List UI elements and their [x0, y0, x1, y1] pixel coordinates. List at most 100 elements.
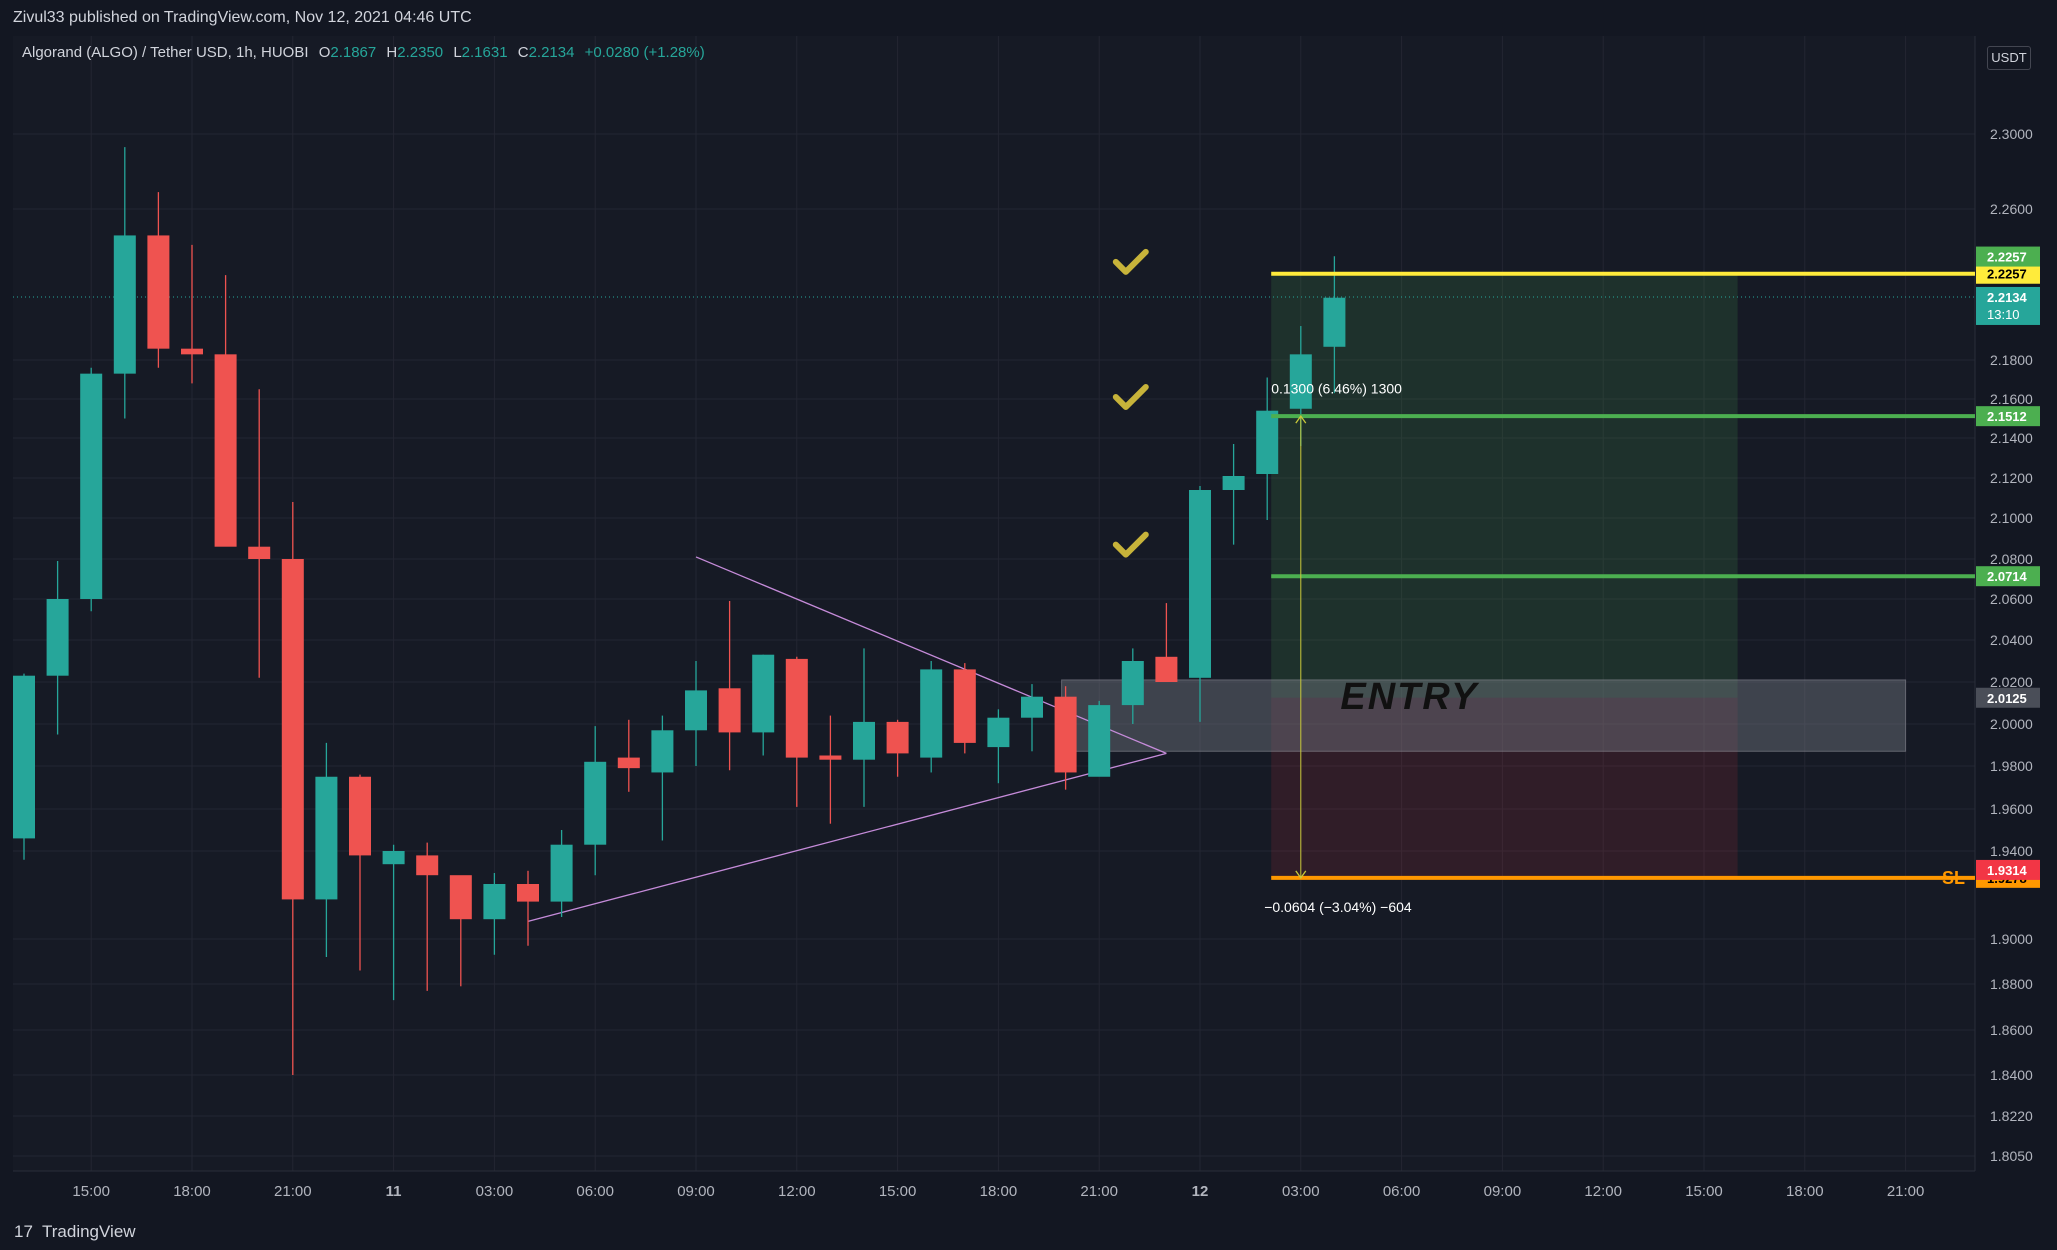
time-tick-label: 18:00	[980, 1183, 1018, 1200]
symbol-name: Algorand (ALGO) / Tether USD, 1h, HUOBI	[22, 44, 309, 61]
loss-zone	[1271, 697, 1738, 878]
level-price-text: 2.0714	[1987, 569, 2028, 584]
candle-body[interactable]	[1155, 656, 1178, 682]
brand-name: TradingView	[42, 1222, 136, 1241]
close-value: 2.2134	[528, 44, 575, 61]
level-price-text: 2.2257	[1987, 267, 2027, 282]
candle-body[interactable]	[1054, 696, 1077, 773]
candle-body[interactable]	[1222, 476, 1245, 490]
candle-body[interactable]	[1323, 297, 1346, 347]
candle-body[interactable]	[685, 690, 707, 731]
time-tick-label: 09:00	[677, 1183, 715, 1200]
axis-price-text: 2.2257	[1987, 250, 2027, 265]
time-tick-label: 15:00	[879, 1183, 917, 1200]
change-value: +0.0280 (+1.28%)	[584, 44, 705, 61]
open-label: O	[318, 44, 331, 61]
price-tick-label: 2.1600	[1990, 391, 2033, 407]
candle-body[interactable]	[617, 757, 640, 769]
candle-body[interactable]	[785, 658, 808, 758]
candle-body[interactable]	[651, 730, 674, 773]
time-tick-label: 12	[1192, 1183, 1209, 1200]
entry-zone[interactable]	[1061, 679, 1907, 752]
high-label: H	[386, 44, 398, 61]
candle-body[interactable]	[449, 875, 472, 920]
price-tick-label: 1.9400	[1990, 843, 2033, 859]
candle-body[interactable]	[46, 599, 69, 676]
candle-body[interactable]	[315, 776, 338, 900]
time-tick-label: 03:00	[476, 1183, 514, 1200]
candle-body[interactable]	[584, 761, 607, 845]
level-price-label	[1976, 566, 2040, 587]
candle-body[interactable]	[248, 546, 271, 559]
time-tick-label: 12:00	[1584, 1183, 1622, 1200]
candle-body[interactable]	[1121, 661, 1144, 706]
checkmark-icon	[1112, 248, 1149, 275]
price-tick-label: 1.9800	[1990, 758, 2033, 774]
chart-pane[interactable]	[13, 36, 1975, 1171]
axis-price-label	[1976, 286, 2040, 325]
price-axis[interactable]	[1975, 36, 2057, 1171]
candle-body[interactable]	[281, 559, 304, 900]
candle-body[interactable]	[483, 884, 506, 920]
time-tick-label: 15:00	[1685, 1183, 1723, 1200]
sl-label: SL	[1942, 868, 1965, 888]
candle-body[interactable]	[1289, 354, 1312, 409]
candle-body[interactable]	[517, 884, 539, 902]
candle-body[interactable]	[13, 675, 35, 839]
time-tick-label: 18:00	[1786, 1183, 1824, 1200]
axis-price-text: 2.2134	[1987, 290, 2028, 305]
price-tick-label: 2.1400	[1990, 430, 2033, 446]
candle-body[interactable]	[819, 755, 842, 760]
currency-badge[interactable]: USDT	[1987, 46, 2031, 70]
price-tick-label: 2.3000	[1990, 126, 2033, 142]
profit-zone	[1271, 273, 1738, 698]
price-tick-label: 2.1000	[1990, 510, 2033, 526]
high-value: 2.2350	[397, 44, 444, 61]
level-price-label	[1976, 406, 2040, 427]
entry-label: ENTRY	[1340, 676, 1480, 718]
time-tick-label: 09:00	[1484, 1183, 1522, 1200]
candle-body[interactable]	[1256, 410, 1279, 474]
candle-body[interactable]	[953, 669, 976, 743]
triangle-upper-line[interactable]	[695, 556, 1167, 754]
candle-body[interactable]	[80, 373, 103, 599]
candle-body[interactable]	[1189, 490, 1211, 678]
price-tick-label: 2.0400	[1990, 632, 2033, 648]
time-tick-label: 21:00	[1080, 1183, 1118, 1200]
axis-price-text: 1.9314	[1987, 863, 2028, 878]
candle-body[interactable]	[987, 717, 1010, 748]
price-tick-label: 1.9600	[1990, 801, 2033, 817]
candle-body[interactable]	[416, 855, 439, 876]
candle-body[interactable]	[853, 721, 875, 760]
axis-countdown-text: 13:10	[1987, 307, 2020, 322]
candle-body[interactable]	[147, 235, 170, 349]
candle-body[interactable]	[1021, 696, 1043, 718]
axis-price-label	[1976, 859, 2040, 880]
candle-body[interactable]	[1088, 705, 1111, 777]
candle-body[interactable]	[920, 669, 943, 758]
checkmark-icon	[1112, 384, 1149, 411]
axis-price-label	[1976, 246, 2040, 267]
price-tick-label: 2.0200	[1990, 674, 2033, 690]
candle-body[interactable]	[752, 654, 775, 733]
candle-body[interactable]	[382, 851, 405, 865]
candle-body[interactable]	[113, 235, 136, 374]
checkmark-icon	[1112, 531, 1149, 558]
time-tick-label: 18:00	[173, 1183, 211, 1200]
candle-body[interactable]	[718, 688, 741, 733]
candle-body[interactable]	[886, 721, 909, 754]
candle-body[interactable]	[550, 844, 573, 902]
price-tick-label: 1.8400	[1990, 1067, 2033, 1083]
symbol-legend: Algorand (ALGO) / Tether USD, 1h, HUOBI …	[22, 44, 705, 61]
candle-body[interactable]	[181, 348, 203, 355]
price-tick-label: 1.8600	[1990, 1022, 2033, 1038]
triangle-lower-line[interactable]	[527, 752, 1167, 923]
time-axis[interactable]	[0, 1171, 2057, 1211]
candle-body[interactable]	[349, 776, 371, 856]
low-value: 2.1631	[461, 44, 508, 61]
axis-price-label	[1976, 687, 2040, 708]
time-tick-label: 11	[386, 1183, 402, 1200]
low-label: L	[453, 44, 462, 61]
candle-body[interactable]	[214, 354, 237, 547]
